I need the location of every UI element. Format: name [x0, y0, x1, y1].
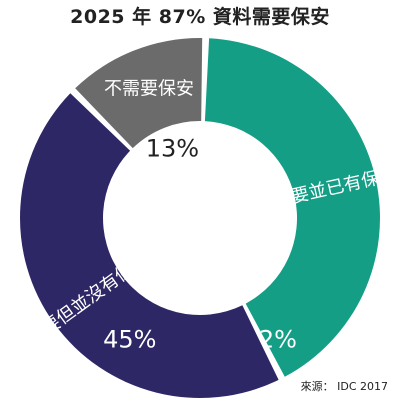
chart-source: 來源： IDC 2017: [300, 380, 388, 393]
slice-3-value: 45%: [103, 326, 156, 354]
slice-1-wedge: [75, 37, 203, 149]
chart-title: 2025 年 87% 資料需要保安: [70, 6, 330, 28]
slice-1-value: 13%: [146, 134, 199, 162]
slice-3-wedge: [20, 93, 279, 398]
slice-1-label: 不需要保安: [104, 79, 194, 100]
slice-2-wedge: [204, 38, 380, 377]
